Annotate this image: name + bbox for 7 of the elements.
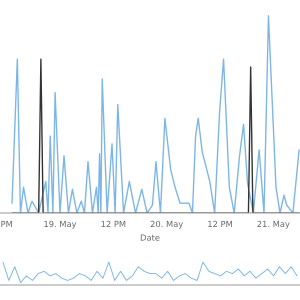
x-axis-title: Date [140, 234, 160, 241]
x-tick-label: 21. May [257, 220, 290, 229]
x-tick-label: 12 PM [102, 220, 126, 227]
x-tick-label: 12 PM [208, 220, 232, 227]
x-tick-label: 20. May [150, 220, 183, 229]
x-tick-label: 19. May [44, 220, 76, 229]
x-tick-label: PM [1, 220, 12, 227]
